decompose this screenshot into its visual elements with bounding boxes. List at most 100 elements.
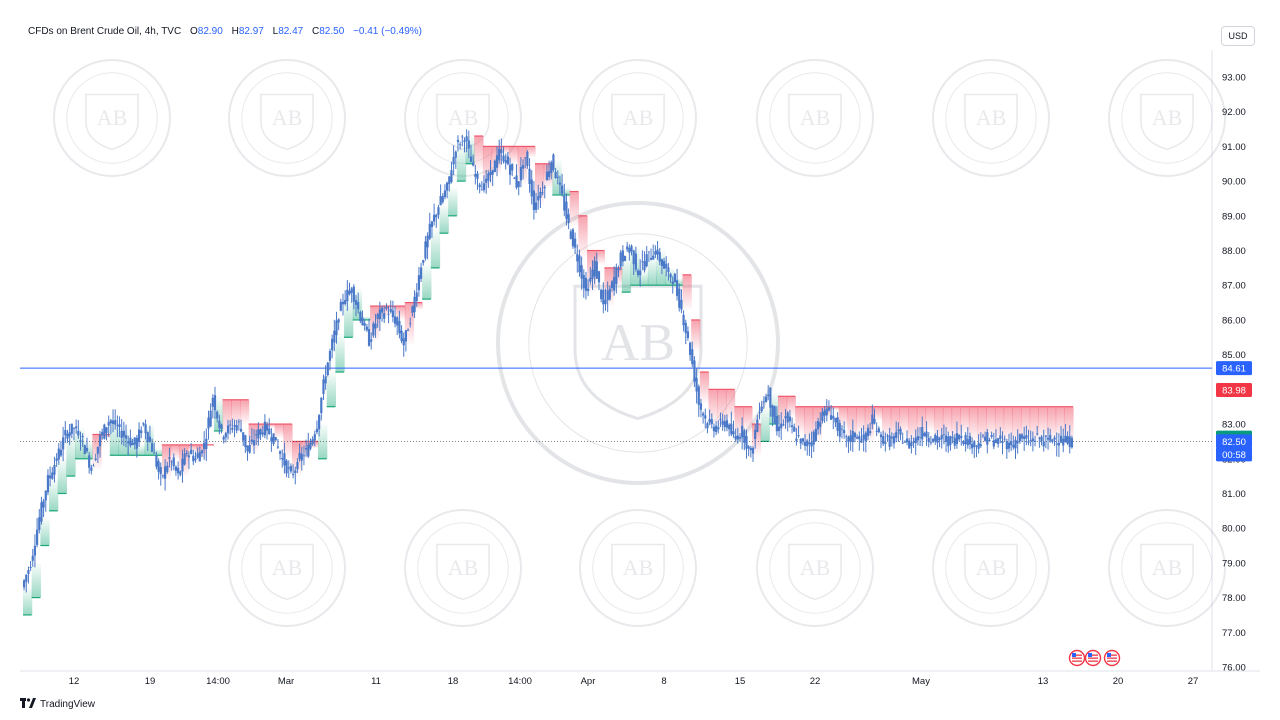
candle <box>502 146 505 164</box>
candle-body <box>281 457 284 460</box>
indicator-band-segment <box>326 372 336 407</box>
indicator-band-segment <box>647 257 658 286</box>
candle-body <box>1027 441 1030 443</box>
candle <box>398 310 401 339</box>
candle-body <box>376 314 379 319</box>
indicator-band-segment <box>31 562 41 598</box>
candle-body <box>827 407 831 411</box>
candle <box>90 464 93 475</box>
candle <box>519 157 522 188</box>
watermark-emblem: AB <box>1108 509 1226 627</box>
candle-body <box>393 316 397 324</box>
candle <box>1007 433 1011 453</box>
candle <box>556 170 559 185</box>
candle <box>721 413 724 431</box>
us-flag-event-icon <box>1084 649 1102 667</box>
candle <box>174 465 178 476</box>
candle-body <box>242 432 245 441</box>
candle <box>344 290 347 306</box>
watermark-inner-ring <box>769 522 861 614</box>
candle <box>307 432 310 458</box>
candle <box>161 474 165 479</box>
indicator-band-segment <box>561 188 571 195</box>
candle <box>565 193 568 226</box>
price-tick-label: 78.00 <box>1222 593 1246 604</box>
candle-body <box>415 292 418 301</box>
indicator-band-segment <box>135 444 146 456</box>
candle-body <box>541 192 544 194</box>
candle <box>463 137 466 153</box>
candle-body <box>194 458 197 461</box>
time-tick-label: 13 <box>1038 676 1049 687</box>
candle-body <box>157 461 160 472</box>
candle-body <box>756 419 759 432</box>
candle <box>122 421 125 447</box>
candle-body <box>830 415 833 420</box>
candle-body <box>591 269 594 279</box>
candle <box>561 173 564 197</box>
candle-body <box>927 437 930 442</box>
candle-body <box>754 429 757 439</box>
candle <box>302 445 306 466</box>
candle-body <box>495 155 499 168</box>
candle-body <box>578 255 581 273</box>
candle-body <box>192 455 195 462</box>
candle-body <box>730 423 733 435</box>
candle-body <box>589 277 592 282</box>
candle <box>710 413 713 429</box>
candle-body <box>847 437 850 443</box>
indicator-band-segment <box>1064 406 1074 442</box>
candle <box>591 260 594 290</box>
candle <box>808 433 811 457</box>
candle <box>64 421 67 444</box>
candle <box>348 282 351 296</box>
candle-body <box>105 427 108 434</box>
candle-body <box>634 253 637 270</box>
candle <box>354 295 358 316</box>
candle <box>101 428 104 440</box>
candle-body <box>216 411 219 419</box>
tradingview-brand[interactable]: TradingView <box>20 698 95 711</box>
candle-body <box>912 441 915 443</box>
candle-body <box>135 437 138 449</box>
candle-body <box>168 457 171 459</box>
candle-body <box>953 437 956 446</box>
candle <box>181 449 184 483</box>
currency-button[interactable]: USD <box>1221 26 1255 46</box>
candle-body <box>691 349 694 365</box>
candle <box>580 256 583 290</box>
watermark-shield-icon <box>436 543 490 601</box>
indicator-band-segment <box>231 399 241 428</box>
candle <box>53 456 56 483</box>
candle-body <box>213 395 217 411</box>
candle <box>832 407 835 430</box>
symbol-title[interactable]: CFDs on Brent Crude Oil, 4h, TVC <box>28 26 182 37</box>
candle <box>862 425 865 452</box>
candle <box>419 262 423 283</box>
candle-body <box>834 417 837 423</box>
candle-body <box>547 171 551 177</box>
time-tick-label: 8 <box>661 676 666 687</box>
candle-body <box>595 261 598 279</box>
indicator-band-segment <box>101 434 111 438</box>
candle <box>543 185 546 199</box>
candle-body <box>656 249 659 255</box>
candle-body <box>491 169 494 175</box>
candle <box>929 436 933 446</box>
candle-body <box>200 450 204 454</box>
candle-body <box>556 176 559 178</box>
indicator-band-segment <box>526 146 536 157</box>
time-tick-label: 15 <box>735 676 746 687</box>
event-flags[interactable] <box>1068 649 1121 667</box>
candle <box>656 241 659 260</box>
candle-body <box>576 254 579 262</box>
candle-body <box>1066 436 1069 444</box>
candle-body <box>773 406 776 424</box>
candle-body <box>513 178 516 179</box>
candle <box>411 305 414 317</box>
candle-body <box>81 435 84 437</box>
flag-stripe <box>1107 654 1117 656</box>
time-axis[interactable]: 12 19 14:00 Mar 11 18 14:00 Apr 8 15 22 May 13 20 27 <box>69 676 1199 687</box>
